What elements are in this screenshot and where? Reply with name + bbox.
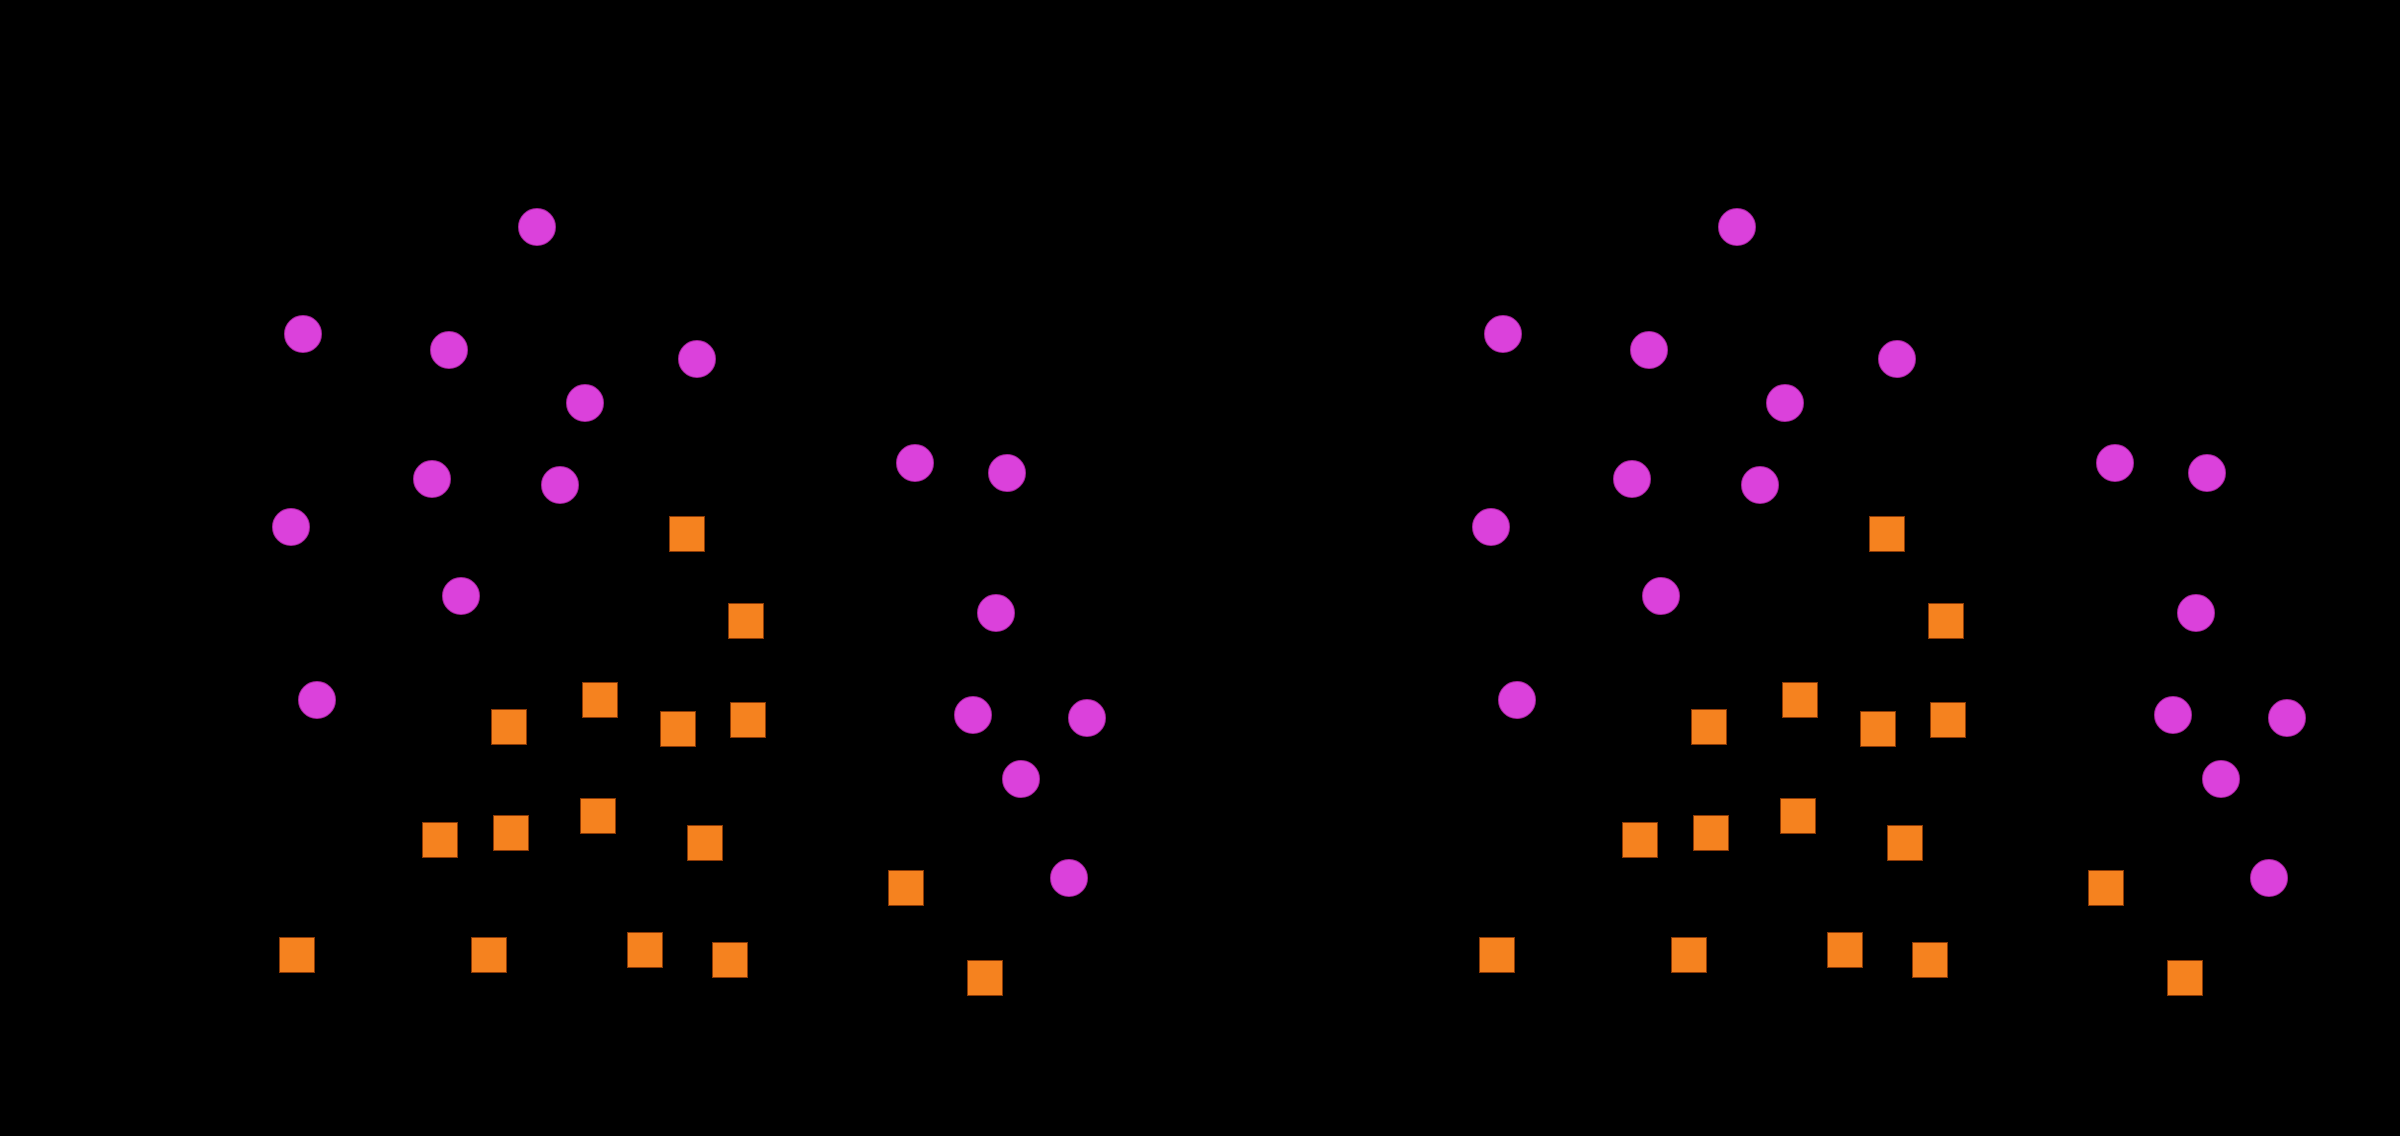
- scatter-point-square: [712, 942, 748, 978]
- scatter-point-square: [1671, 937, 1707, 973]
- scatter-point-circle: [2177, 594, 2215, 632]
- scatter-point-circle: [442, 577, 480, 615]
- scatter-point-square: [491, 709, 527, 745]
- scatter-point-circle: [1630, 331, 1668, 369]
- scatter-point-square: [493, 815, 529, 851]
- panel-left: [272, 208, 1106, 996]
- scatter-point-square: [1780, 798, 1816, 834]
- scatter-point-square: [1479, 937, 1515, 973]
- scatter-point-circle: [430, 331, 468, 369]
- scatter-point-square: [627, 932, 663, 968]
- scatter-point-square: [730, 702, 766, 738]
- scatter-point-circle: [298, 681, 336, 719]
- scatter-point-circle: [1741, 466, 1779, 504]
- scatter-point-circle: [1613, 460, 1651, 498]
- scatter-point-circle: [954, 696, 992, 734]
- scatter-point-square: [1693, 815, 1729, 851]
- scatter-point-square: [1912, 942, 1948, 978]
- scatter-point-circle: [413, 460, 451, 498]
- scatter-point-circle: [977, 594, 1015, 632]
- scatter-point-square: [728, 603, 764, 639]
- scatter-point-square: [1782, 682, 1818, 718]
- scatter-point-circle: [272, 508, 310, 546]
- scatter-point-square: [660, 711, 696, 747]
- scatter-point-square: [1869, 516, 1905, 552]
- scatter-point-circle: [2250, 859, 2288, 897]
- scatter-point-square: [669, 516, 705, 552]
- scatter-point-circle: [678, 340, 716, 378]
- scatter-point-square: [471, 937, 507, 973]
- scatter-point-circle: [518, 208, 556, 246]
- scatter-point-square: [582, 682, 618, 718]
- scatter-point-square: [2088, 870, 2124, 906]
- scatter-point-square: [1930, 702, 1966, 738]
- scatter-point-square: [967, 960, 1003, 996]
- scatter-point-circle: [1002, 760, 1040, 798]
- scatter-point-circle: [1642, 577, 1680, 615]
- scatter-point-square: [888, 870, 924, 906]
- scatter-point-circle: [2154, 696, 2192, 734]
- scatter-point-circle: [1498, 681, 1536, 719]
- scatter-point-square: [2167, 960, 2203, 996]
- scatter-point-square: [687, 825, 723, 861]
- scatter-point-circle: [2096, 444, 2134, 482]
- scatter-point-square: [580, 798, 616, 834]
- scatter-point-square: [1928, 603, 1964, 639]
- scatter-point-circle: [2268, 699, 2306, 737]
- scatter-point-square: [1691, 709, 1727, 745]
- panel-right: [1200, 0, 2400, 1136]
- scatter-point-circle: [1472, 508, 1510, 546]
- scatter-point-circle: [284, 315, 322, 353]
- scatter-point-circle: [2202, 760, 2240, 798]
- scatter-point-circle: [896, 444, 934, 482]
- scatter-point-circle: [1068, 699, 1106, 737]
- scatter-point-square: [1887, 825, 1923, 861]
- scatter-point-circle: [988, 454, 1026, 492]
- scatter-point-square: [1860, 711, 1896, 747]
- scatter-point-circle: [1718, 208, 1756, 246]
- scatter-point-square: [1622, 822, 1658, 858]
- scatter-point-circle: [2188, 454, 2226, 492]
- scatter-point-square: [422, 822, 458, 858]
- scatter-point-circle: [541, 466, 579, 504]
- scatter-point-square: [279, 937, 315, 973]
- scatter-point-circle: [1050, 859, 1088, 897]
- scatter-point-circle: [1484, 315, 1522, 353]
- scatter-point-circle: [1878, 340, 1916, 378]
- scatter-point-square: [1827, 932, 1863, 968]
- scatter-point-circle: [566, 384, 604, 422]
- scatter-point-circle: [1766, 384, 1804, 422]
